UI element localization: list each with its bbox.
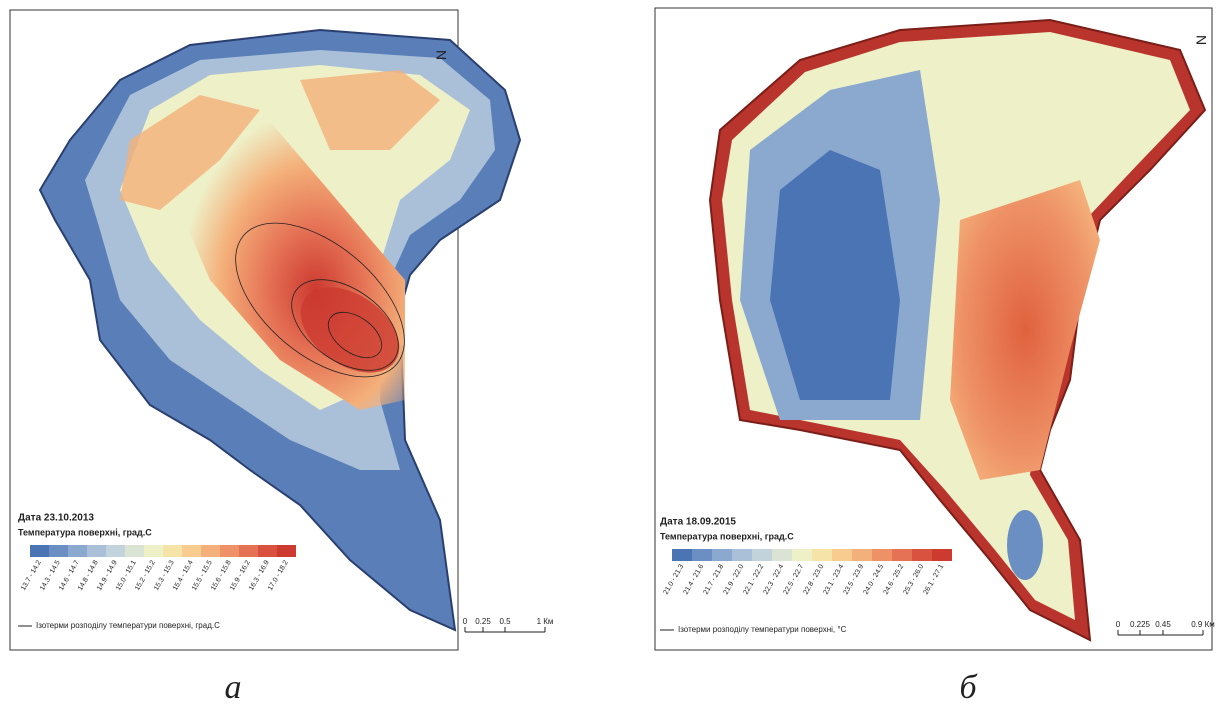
north-arrow: N bbox=[1193, 35, 1209, 45]
north-arrow: N bbox=[433, 50, 449, 60]
legend-swatch bbox=[125, 545, 144, 557]
isotherm-label: Ізотерми розподілу температури поверхні,… bbox=[678, 625, 847, 634]
legend-swatch bbox=[87, 545, 106, 557]
legend-swatch bbox=[932, 549, 952, 561]
legend-swatch bbox=[792, 549, 812, 561]
isotherm-label: Ізотерми розподілу температури поверхні,… bbox=[36, 621, 220, 630]
caption: б bbox=[959, 669, 978, 706]
date: Дата 23.10.2013 bbox=[18, 513, 94, 524]
legend-swatch bbox=[201, 545, 220, 557]
scale-label: 0.9 Км bbox=[1191, 620, 1215, 629]
scale-label: 0.5 bbox=[499, 617, 511, 626]
legend-title: Температура поверхні, град.С bbox=[660, 531, 794, 541]
scale-label: 0 bbox=[463, 617, 468, 626]
legend-swatch bbox=[852, 549, 872, 561]
legend-swatch bbox=[258, 545, 277, 557]
caption: а bbox=[225, 669, 242, 706]
legend-swatch bbox=[68, 545, 87, 557]
legend-swatch bbox=[812, 549, 832, 561]
scale-label: 1 Км bbox=[537, 617, 554, 626]
date: Дата 18.09.2015 bbox=[660, 517, 736, 528]
legend-swatch bbox=[163, 545, 182, 557]
scale-label: 0.225 bbox=[1130, 620, 1151, 629]
legend-swatch bbox=[672, 549, 692, 561]
legend-swatch bbox=[144, 545, 163, 557]
legend-swatch bbox=[239, 545, 258, 557]
scale-label: 0.25 bbox=[475, 617, 491, 626]
legend-swatch bbox=[892, 549, 912, 561]
legend-swatch bbox=[277, 545, 296, 557]
legend-swatch bbox=[732, 549, 752, 561]
legend-swatch bbox=[832, 549, 852, 561]
lake-a bbox=[38, 28, 522, 632]
legend-title: Температура поверхні, град.С bbox=[18, 527, 152, 537]
scale-label: 0.45 bbox=[1155, 620, 1171, 629]
legend-swatch bbox=[912, 549, 932, 561]
scale-label: 0 bbox=[1116, 620, 1121, 629]
legend-swatch bbox=[752, 549, 772, 561]
lake-b bbox=[708, 18, 1207, 642]
legend-swatch bbox=[872, 549, 892, 561]
legend-swatch bbox=[692, 549, 712, 561]
legend-swatch bbox=[49, 545, 68, 557]
legend-swatch bbox=[182, 545, 201, 557]
legend-swatch bbox=[30, 545, 49, 557]
legend-swatch bbox=[712, 549, 732, 561]
legend-swatch bbox=[106, 545, 125, 557]
legend-swatch bbox=[772, 549, 792, 561]
legend-swatch bbox=[220, 545, 239, 557]
